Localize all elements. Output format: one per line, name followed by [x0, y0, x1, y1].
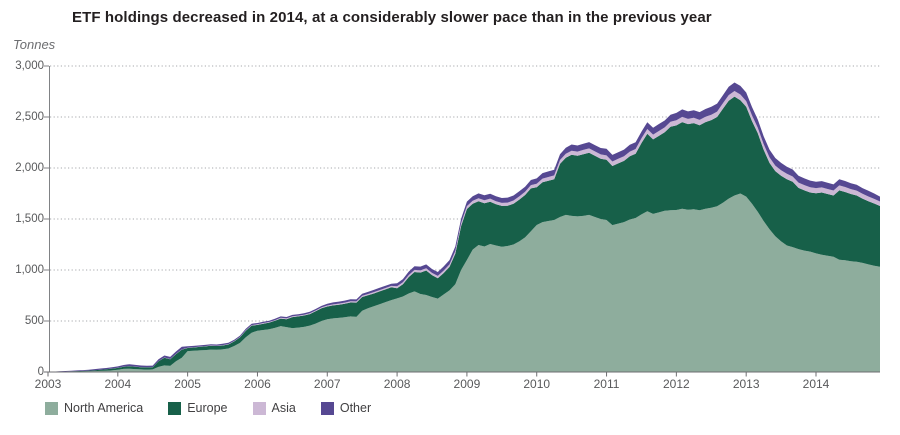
legend-label: Other: [339, 401, 372, 415]
x-tick-label: 2011: [593, 377, 620, 391]
area-north-america: [48, 193, 880, 372]
chart-legend: North America Europe Asia Other: [45, 401, 396, 415]
x-tick-label: 2006: [244, 377, 271, 391]
chart-title: ETF holdings decreased in 2014, at a con…: [72, 9, 712, 26]
legend-swatch-icon: [252, 401, 266, 415]
x-tick-label: 2013: [732, 377, 760, 391]
y-tick-label: 1,000: [15, 263, 44, 276]
y-tick-label: 3,000: [15, 59, 44, 72]
x-tick-label: 2009: [453, 377, 481, 391]
legend-item: Europe: [168, 401, 228, 415]
legend-label: Europe: [187, 401, 228, 415]
legend-swatch-icon: [168, 401, 182, 415]
x-tick-label: 2012: [663, 377, 690, 391]
area-europe: [48, 96, 880, 372]
legend-label: Asia: [271, 401, 296, 415]
x-tick-label: 2003: [34, 377, 62, 391]
x-tick-label: 2004: [104, 377, 132, 391]
y-tick-label: 2,500: [15, 110, 44, 123]
legend-item: Asia: [252, 401, 296, 415]
x-tick-label: 2007: [313, 377, 341, 391]
legend-swatch-icon: [45, 401, 58, 415]
legend-item: Other: [320, 401, 372, 415]
legend-item: North America: [45, 401, 143, 415]
y-axis-unit-label: Tonnes: [13, 37, 56, 52]
y-tick-label: 1,500: [15, 212, 44, 225]
x-tick-label: 2005: [174, 377, 201, 391]
y-tick-label: 0: [37, 365, 44, 378]
stacked-area-plot: [44, 65, 880, 377]
x-tick-label: 2010: [523, 377, 551, 391]
x-tick-label: 2008: [383, 377, 411, 391]
x-tick-label: 2014: [802, 377, 830, 391]
legend-swatch-icon: [320, 401, 334, 415]
legend-label: North America: [64, 401, 144, 415]
y-tick-label: 2,000: [15, 161, 44, 174]
y-tick-label: 500: [24, 314, 44, 327]
